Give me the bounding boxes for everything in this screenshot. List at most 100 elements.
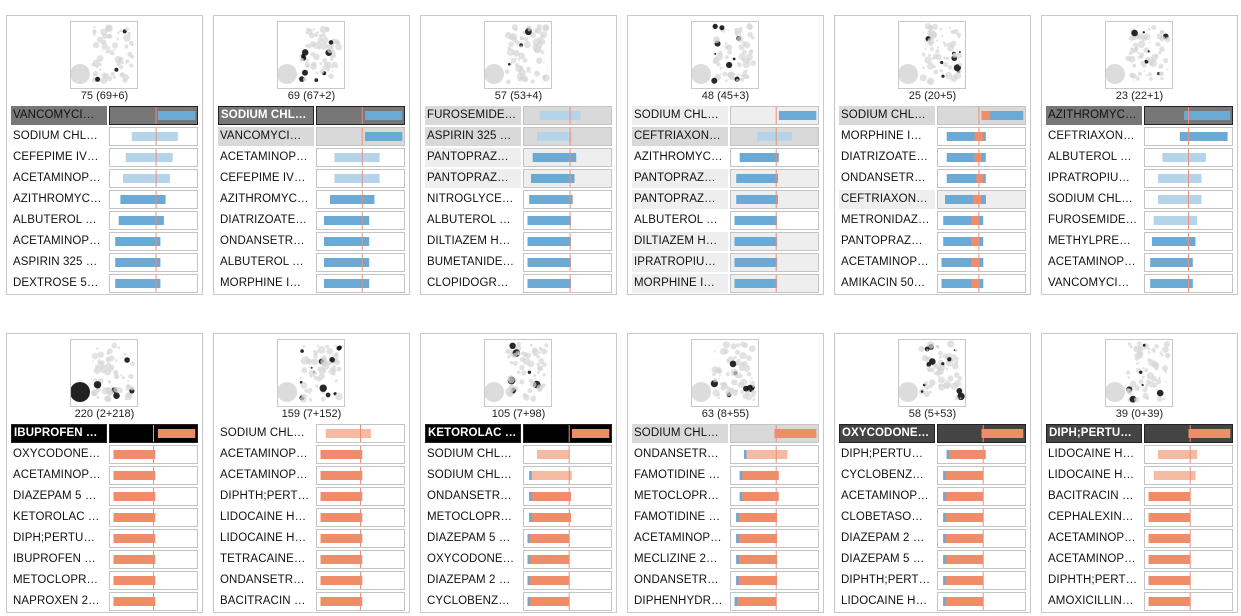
medication-row[interactable]: SODIUM CHL… [632, 106, 819, 125]
medication-row[interactable]: ACETAMINOP… [1046, 529, 1233, 548]
medication-row[interactable]: CEPHALEXIN… [1046, 508, 1233, 527]
medication-row[interactable]: ASPIRIN 325 … [425, 127, 612, 146]
medication-row[interactable]: TETRACAINE… [218, 550, 405, 569]
medication-row[interactable]: PANTOPRAZ… [632, 190, 819, 209]
medication-row[interactable]: ALBUTEROL … [425, 211, 612, 230]
medication-row[interactable]: ACETAMINOP… [1046, 550, 1233, 569]
medication-row[interactable]: ACETAMINOP… [1046, 253, 1233, 272]
thumbnail-frame[interactable] [898, 339, 966, 407]
medication-row[interactable]: DILTIAZEM H… [632, 232, 819, 251]
medication-row[interactable]: AZITHROMYC… [1046, 106, 1233, 125]
thumbnail-frame[interactable] [691, 339, 759, 407]
medication-row[interactable]: ONDANSETR… [218, 232, 405, 251]
medication-row[interactable]: CYCLOBENZ… [425, 592, 612, 611]
medication-row[interactable]: LIDOCAINE H… [839, 592, 1026, 611]
medication-row[interactable]: DIAZEPAM 2 … [839, 529, 1026, 548]
cluster-panel[interactable]: 69 (67+2) SODIUM CHL… VANCOMYCI… ACETAMINOP… [213, 15, 410, 295]
medication-row[interactable]: ALBUTEROL … [218, 253, 405, 272]
medication-row[interactable]: LIDOCAINE H… [1046, 466, 1233, 485]
medication-row[interactable]: ASPIRIN 325 … [11, 253, 198, 272]
medication-row[interactable]: ACETAMINOP… [11, 169, 198, 188]
medication-row[interactable]: AMIKACIN 50… [839, 274, 1026, 293]
medication-row[interactable]: MORPHINE I… [839, 127, 1026, 146]
medication-row[interactable]: ONDANSETR… [218, 571, 405, 590]
medication-row[interactable]: LIDOCAINE H… [1046, 445, 1233, 464]
cluster-panel[interactable]: 39 (0+39) DIPH;PERTU… LIDOCAINE H… LIDOCAIN… [1041, 333, 1238, 613]
cluster-panel[interactable]: 63 (8+55) SODIUM CHL… ONDANSETR… FAMOTIDINE… [627, 333, 824, 613]
medication-row[interactable]: AMOXICILLIN… [1046, 592, 1233, 611]
medication-row[interactable]: DIPH;PERTU… [11, 529, 198, 548]
medication-row[interactable]: SODIUM CHL… [218, 424, 405, 443]
medication-row[interactable]: FAMOTIDINE … [632, 508, 819, 527]
medication-row[interactable]: OXYCODONE… [839, 424, 1026, 443]
medication-row[interactable]: ALBUTEROL … [11, 211, 198, 230]
medication-row[interactable]: VANCOMYCI… [1046, 274, 1233, 293]
medication-row[interactable]: SODIUM CHL… [425, 466, 612, 485]
medication-row[interactable]: AZITHROMYC… [11, 190, 198, 209]
medication-row[interactable]: DIAZEPAM 5 … [11, 487, 198, 506]
medication-row[interactable]: AZITHROMYC… [218, 190, 405, 209]
medication-row[interactable]: BUMETANIDE… [425, 253, 612, 272]
medication-row[interactable]: CEFTRIAXON… [1046, 127, 1233, 146]
medication-row[interactable]: ALBUTEROL … [632, 211, 819, 230]
medication-row[interactable]: AZITHROMYC… [632, 148, 819, 167]
medication-row[interactable]: DIPHTH;PERT… [839, 571, 1026, 590]
cluster-panel[interactable]: 105 (7+98) KETOROLAC … SODIUM CHL… SODIUM C… [420, 333, 617, 613]
medication-row[interactable]: METOCLOPR… [11, 571, 198, 590]
medication-row[interactable]: FUROSEMIDE… [425, 106, 612, 125]
medication-row[interactable]: IBUPROFEN … [11, 424, 198, 443]
medication-row[interactable]: MORPHINE I… [632, 274, 819, 293]
medication-row[interactable]: ACETAMINOP… [11, 232, 198, 251]
thumbnail-frame[interactable] [70, 21, 138, 89]
medication-row[interactable]: DIATRIZOATE… [218, 211, 405, 230]
medication-row[interactable]: BACITRACIN … [218, 592, 405, 611]
thumbnail-frame[interactable] [277, 21, 345, 89]
medication-row[interactable]: NITROGLYCE… [425, 190, 612, 209]
cluster-panel[interactable]: 23 (22+1) AZITHROMYC… CEFTRIAXON… ALBUTEROL… [1041, 15, 1238, 295]
medication-row[interactable]: DIPH;PERTU… [839, 445, 1026, 464]
medication-row[interactable]: BACITRACIN … [1046, 487, 1233, 506]
medication-row[interactable]: LIDOCAINE H… [218, 529, 405, 548]
medication-row[interactable]: CLOBETASO… [839, 508, 1026, 527]
thumbnail-frame[interactable] [70, 339, 138, 407]
medication-row[interactable]: METRONIDAZ… [839, 211, 1026, 230]
medication-row[interactable]: SODIUM CHL… [218, 106, 405, 125]
medication-row[interactable]: MECLIZINE 2… [632, 550, 819, 569]
medication-row[interactable]: OXYCODONE… [11, 445, 198, 464]
medication-row[interactable]: IBUPROFEN … [11, 550, 198, 569]
medication-row[interactable]: ONDANSETR… [632, 445, 819, 464]
medication-row[interactable]: ACETAMINOP… [218, 445, 405, 464]
medication-row[interactable]: ACETAMINOP… [218, 466, 405, 485]
medication-row[interactable]: VANCOMYCI… [218, 127, 405, 146]
medication-row[interactable]: METHYLPRE… [1046, 232, 1233, 251]
medication-row[interactable]: KETOROLAC … [11, 508, 198, 527]
medication-row[interactable]: PANTOPRAZ… [425, 148, 612, 167]
medication-row[interactable]: DIAZEPAM 5 … [839, 550, 1026, 569]
medication-row[interactable]: METOCLOPR… [425, 508, 612, 527]
medication-row[interactable]: OXYCODONE… [425, 550, 612, 569]
medication-row[interactable]: SODIUM CHL… [1046, 190, 1233, 209]
cluster-panel[interactable]: 48 (45+3) SODIUM CHL… CEFTRIAXON… AZITHROMY… [627, 15, 824, 295]
medication-row[interactable]: SODIUM CHL… [632, 424, 819, 443]
medication-row[interactable]: ACETAMINOP… [11, 466, 198, 485]
medication-row[interactable]: SODIUM CHL… [425, 445, 612, 464]
medication-row[interactable]: ACETAMINOP… [839, 487, 1026, 506]
thumbnail-frame[interactable] [898, 21, 966, 89]
medication-row[interactable]: PANTOPRAZ… [839, 232, 1026, 251]
medication-row[interactable]: CYCLOBENZ… [839, 466, 1026, 485]
cluster-panel[interactable]: 159 (7+152) SODIUM CHL… ACETAMINOP… ACETAMI… [213, 333, 410, 613]
thumbnail-frame[interactable] [1105, 21, 1173, 89]
medication-row[interactable]: DIAZEPAM 5 … [425, 529, 612, 548]
medication-row[interactable]: SODIUM CHL… [839, 106, 1026, 125]
medication-row[interactable]: ONDANSETR… [632, 571, 819, 590]
medication-row[interactable]: ALBUTEROL … [1046, 148, 1233, 167]
medication-row[interactable]: DILTIAZEM H… [425, 232, 612, 251]
medication-row[interactable]: FAMOTIDINE … [632, 466, 819, 485]
medication-row[interactable]: METOCLOPR… [632, 487, 819, 506]
thumbnail-frame[interactable] [1105, 339, 1173, 407]
thumbnail-frame[interactable] [277, 339, 345, 407]
medication-row[interactable]: SODIUM CHL… [11, 127, 198, 146]
medication-row[interactable]: DIPHENHYDR… [632, 592, 819, 611]
thumbnail-frame[interactable] [484, 21, 552, 89]
medication-row[interactable]: DIPH;PERTU… [1046, 424, 1233, 443]
